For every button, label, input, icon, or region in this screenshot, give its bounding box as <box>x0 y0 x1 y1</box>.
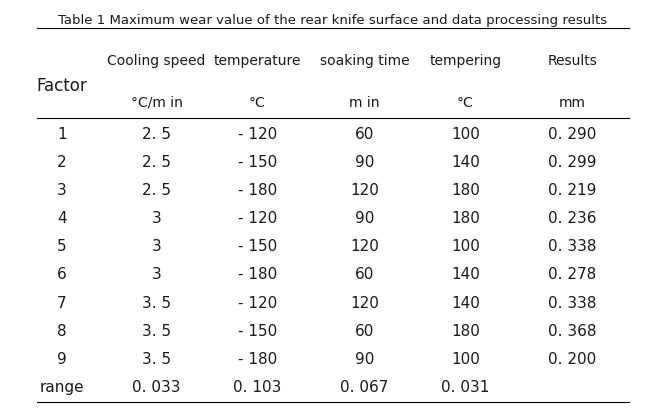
Text: 2. 5: 2. 5 <box>142 155 171 170</box>
Text: - 150: - 150 <box>238 155 277 170</box>
Text: - 180: - 180 <box>238 267 277 282</box>
Text: 90: 90 <box>355 352 374 367</box>
Text: 9: 9 <box>57 352 67 367</box>
Text: - 120: - 120 <box>238 211 277 226</box>
Text: m in: m in <box>349 96 380 110</box>
Text: 90: 90 <box>355 155 374 170</box>
Text: °C: °C <box>457 96 474 110</box>
Text: 0. 278: 0. 278 <box>548 267 597 282</box>
Text: - 150: - 150 <box>238 239 277 254</box>
Text: Factor: Factor <box>37 77 87 95</box>
Text: 0. 236: 0. 236 <box>548 211 597 226</box>
Text: 60: 60 <box>355 267 374 282</box>
Text: 0. 031: 0. 031 <box>441 380 490 395</box>
Text: 0. 290: 0. 290 <box>548 127 597 142</box>
Text: 0. 299: 0. 299 <box>548 155 597 170</box>
Text: mm: mm <box>559 96 586 110</box>
Text: 3: 3 <box>152 267 161 282</box>
Text: 0. 338: 0. 338 <box>548 239 597 254</box>
Text: 0. 033: 0. 033 <box>133 380 180 395</box>
Text: 2. 5: 2. 5 <box>142 183 171 198</box>
Text: 140: 140 <box>451 267 480 282</box>
Text: 8: 8 <box>57 324 67 339</box>
Text: 3: 3 <box>152 239 161 254</box>
Text: 2: 2 <box>57 155 67 170</box>
Text: 100: 100 <box>451 239 480 254</box>
Text: 4: 4 <box>57 211 67 226</box>
Text: 0. 368: 0. 368 <box>548 324 597 339</box>
Text: 0. 338: 0. 338 <box>548 295 597 310</box>
Text: 140: 140 <box>451 155 480 170</box>
Text: 180: 180 <box>451 211 480 226</box>
Text: 0. 067: 0. 067 <box>340 380 389 395</box>
Text: 180: 180 <box>451 183 480 198</box>
Text: °C: °C <box>249 96 266 110</box>
Text: - 180: - 180 <box>238 183 277 198</box>
Text: 120: 120 <box>350 295 379 310</box>
Text: soaking time: soaking time <box>320 54 410 68</box>
Text: - 150: - 150 <box>238 324 277 339</box>
Text: - 120: - 120 <box>238 127 277 142</box>
Text: - 120: - 120 <box>238 295 277 310</box>
Text: 3. 5: 3. 5 <box>142 295 171 310</box>
Text: 3: 3 <box>57 183 67 198</box>
Text: 2. 5: 2. 5 <box>142 127 171 142</box>
Text: Table 1 Maximum wear value of the rear knife surface and data processing results: Table 1 Maximum wear value of the rear k… <box>59 14 607 27</box>
Text: range: range <box>40 380 85 395</box>
Text: °C/m in: °C/m in <box>131 96 182 110</box>
Text: 100: 100 <box>451 352 480 367</box>
Text: Cooling speed: Cooling speed <box>107 54 206 68</box>
Text: tempering: tempering <box>430 54 501 68</box>
Text: 180: 180 <box>451 324 480 339</box>
Text: - 180: - 180 <box>238 352 277 367</box>
Text: 60: 60 <box>355 127 374 142</box>
Text: 60: 60 <box>355 324 374 339</box>
Text: 120: 120 <box>350 239 379 254</box>
Text: 0. 200: 0. 200 <box>548 352 597 367</box>
Text: 3: 3 <box>152 211 161 226</box>
Text: 6: 6 <box>57 267 67 282</box>
Text: 3. 5: 3. 5 <box>142 352 171 367</box>
Text: 1: 1 <box>57 127 67 142</box>
Text: 120: 120 <box>350 183 379 198</box>
Text: 140: 140 <box>451 295 480 310</box>
Text: Results: Results <box>547 54 597 68</box>
Text: 0. 103: 0. 103 <box>233 380 282 395</box>
Text: 7: 7 <box>57 295 67 310</box>
Text: 100: 100 <box>451 127 480 142</box>
Text: 90: 90 <box>355 211 374 226</box>
Text: 5: 5 <box>57 239 67 254</box>
Text: temperature: temperature <box>214 54 301 68</box>
Text: 3. 5: 3. 5 <box>142 324 171 339</box>
Text: 0. 219: 0. 219 <box>548 183 597 198</box>
